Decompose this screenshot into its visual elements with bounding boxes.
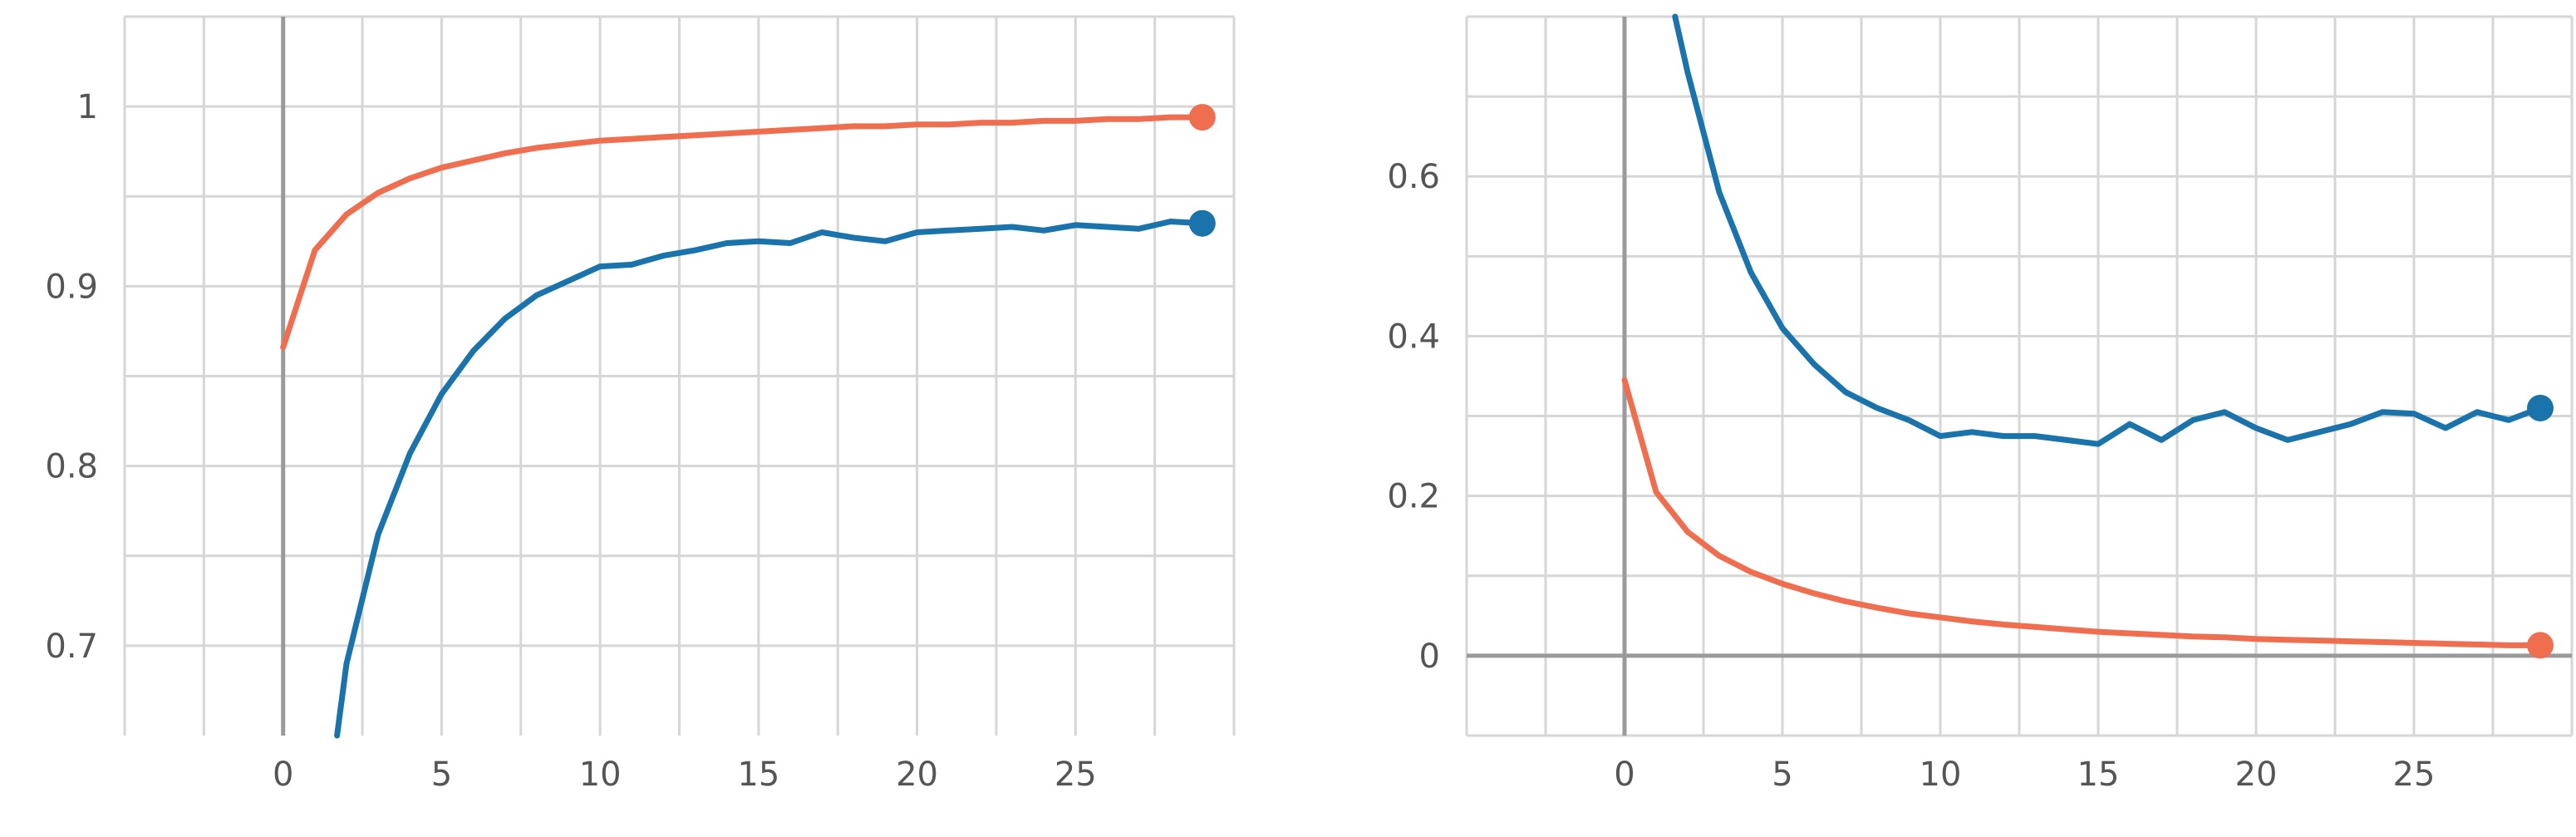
y-tick-label: 0 (1419, 638, 1440, 676)
x-tick-label: 10 (1920, 756, 1962, 794)
x-tick-label: 25 (1054, 756, 1097, 794)
series-line-train (280, 114, 1206, 351)
y-tick-label: 0.9 (45, 268, 98, 306)
y-tick-label: 0.2 (1387, 478, 1440, 516)
loss-chart: 0 5 10 15 20 25 0 0.2 0.4 0.6 (1387, 13, 2574, 794)
y-tick-label: 1 (77, 88, 98, 126)
y-tick-label: 0.4 (1387, 318, 1440, 356)
series-line-train (1621, 377, 2544, 648)
x-tick-label: 25 (2393, 756, 2436, 794)
x-tick-label: 5 (431, 756, 452, 794)
x-tick-label: 15 (737, 756, 779, 794)
x-tick-label: 15 (2077, 756, 2120, 794)
y-tick-label: 0.6 (1387, 158, 1440, 196)
x-tick-label: 5 (1772, 756, 1792, 794)
x-tick-label: 20 (2235, 756, 2278, 794)
series-end-marker-train (2527, 632, 2554, 659)
accuracy-chart: 0 5 10 15 20 25 0.7 0.8 0.9 1 (45, 15, 1236, 794)
x-tick-label: 0 (1614, 756, 1635, 794)
series-end-marker-val (2527, 394, 2554, 421)
x-tick-label: 20 (896, 756, 938, 794)
series-end-marker-train (1188, 104, 1216, 131)
x-tick-label: 10 (579, 756, 622, 794)
y-tick-label: 0.7 (45, 628, 98, 666)
y-tick-label: 0.8 (45, 448, 98, 486)
x-tick-label: 0 (273, 756, 293, 794)
series-end-marker-val (1188, 209, 1216, 237)
series-line-val (334, 219, 1206, 739)
series-line-val (1672, 13, 2544, 447)
